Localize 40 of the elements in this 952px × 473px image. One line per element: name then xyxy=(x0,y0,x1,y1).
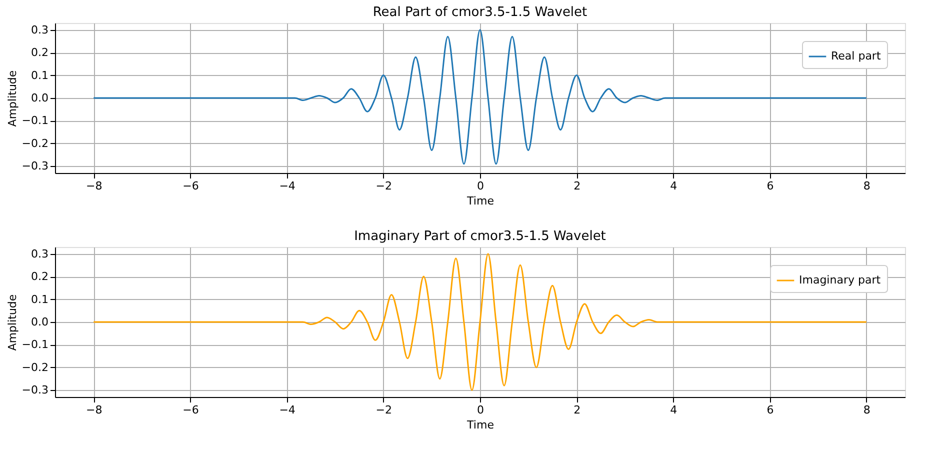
x-tick-label: 8 xyxy=(863,404,870,416)
x-tick-label: 0 xyxy=(477,180,484,192)
y-tick-label: 0.0 xyxy=(31,316,48,328)
x-tick-label: −4 xyxy=(279,180,296,192)
x-tick-label: −2 xyxy=(376,404,392,416)
legend-label: Imaginary part xyxy=(799,274,882,286)
x-tick-label: 2 xyxy=(574,180,581,192)
x-tick-label: 8 xyxy=(863,180,870,192)
y-tick-label: −0.3 xyxy=(22,384,48,397)
y-tick-label: 0.3 xyxy=(31,23,48,36)
y-tick-label: 0.2 xyxy=(31,46,48,60)
y-tick-label: 0.2 xyxy=(31,270,48,284)
x-axis-title: Time xyxy=(466,418,494,432)
x-tick-label: 6 xyxy=(766,404,774,416)
chart-title: Real Part of cmor3.5-1.5 Wavelet xyxy=(372,5,588,20)
y-tick-label: −0.1 xyxy=(22,114,48,128)
y-tick-label: 0.3 xyxy=(31,247,48,260)
x-tick-label: −6 xyxy=(182,180,199,192)
x-tick-label: −4 xyxy=(279,404,296,416)
x-tick-label: −2 xyxy=(376,180,392,192)
x-tick-label: −6 xyxy=(182,404,199,416)
y-tick-label: 0.1 xyxy=(31,68,48,82)
x-tick-label: −8 xyxy=(86,180,102,192)
x-tick-label: 6 xyxy=(766,180,774,192)
x-tick-label: 4 xyxy=(670,404,678,416)
y-tick-label: 0.1 xyxy=(31,292,48,306)
y-axis-title: Amplitude xyxy=(6,70,19,127)
y-axis-title: Amplitude xyxy=(6,294,19,351)
chart-title: Imaginary Part of cmor3.5-1.5 Wavelet xyxy=(354,229,606,244)
x-axis-title: Time xyxy=(466,194,494,208)
x-tick-label: 0 xyxy=(477,404,484,416)
x-tick-label: 4 xyxy=(670,180,678,192)
x-tick-label: −8 xyxy=(86,404,102,416)
legend-label: Real part xyxy=(831,50,882,62)
y-tick-label: −0.1 xyxy=(22,338,48,352)
x-tick-label: 2 xyxy=(574,404,581,416)
y-tick-label: −0.2 xyxy=(22,360,48,374)
y-tick-label: 0.0 xyxy=(31,92,48,104)
y-tick-label: −0.3 xyxy=(22,160,48,173)
y-tick-label: −0.2 xyxy=(22,136,48,150)
